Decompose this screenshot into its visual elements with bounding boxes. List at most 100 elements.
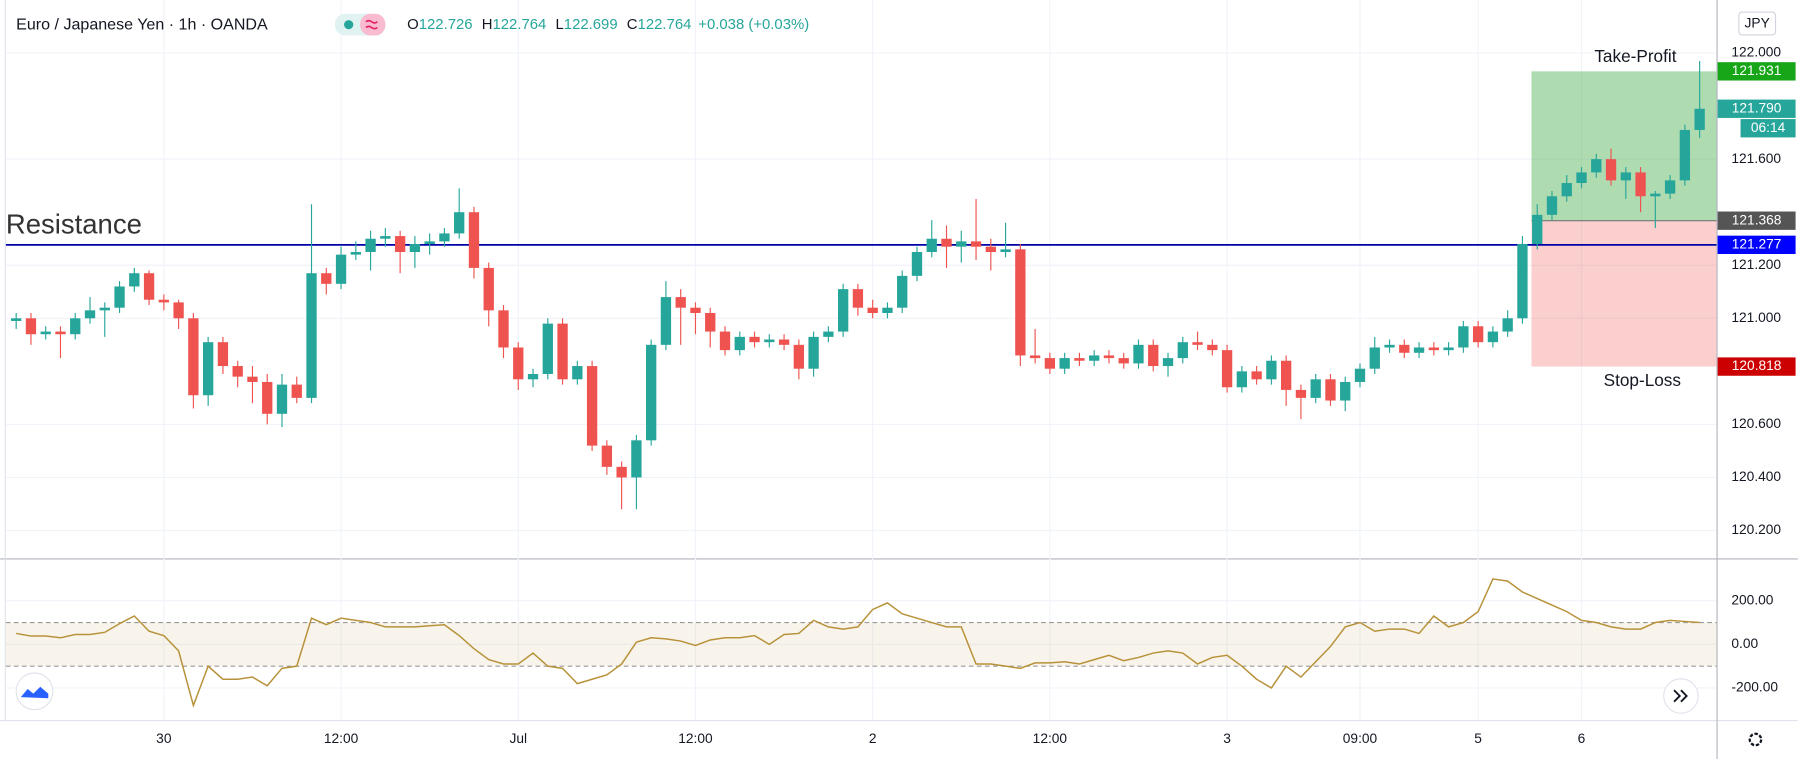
candle-body	[365, 238, 376, 252]
candle-body	[129, 273, 140, 287]
candle-body	[1664, 180, 1676, 194]
candle-body	[1399, 344, 1410, 353]
candle-body	[158, 299, 170, 303]
logo-button[interactable]	[15, 672, 54, 711]
candle-body	[1635, 172, 1646, 197]
candle-body	[1148, 344, 1159, 367]
price-tag	[1717, 357, 1796, 376]
candle-body	[1221, 350, 1233, 388]
candle-body	[114, 286, 125, 308]
candle-body	[55, 331, 66, 335]
candle-body	[1015, 249, 1026, 356]
ohlc-key: H	[482, 17, 493, 33]
price-tag-label: 121.931	[1732, 63, 1782, 78]
candle-body	[99, 307, 110, 311]
stop-loss-text: Stop-Loss	[1604, 370, 1681, 390]
currency[interactable]: JPY	[1745, 16, 1770, 31]
osc-tick-label: -200.00	[1731, 680, 1778, 695]
y-tick-label: 120.600	[1731, 416, 1781, 431]
candle-body	[778, 339, 790, 345]
candle-body	[1340, 381, 1351, 401]
candle-body	[867, 307, 878, 313]
osc-tick-label: 200.00	[1731, 592, 1773, 607]
x-tick-label: 5	[1474, 731, 1482, 746]
candle-body	[276, 384, 288, 414]
price-tag	[1717, 211, 1796, 230]
candle-body	[970, 241, 982, 247]
candle-body	[1384, 344, 1395, 348]
settings-icon[interactable]	[1748, 732, 1763, 747]
ohlc-key: O	[407, 17, 419, 33]
candle-body	[631, 440, 642, 478]
countdown: 06:14	[1751, 120, 1786, 135]
change: +0.038 (+0.03%)	[698, 17, 809, 33]
candle-body	[660, 297, 672, 345]
y-tick-label: 121.600	[1731, 151, 1781, 166]
candle-body	[719, 331, 731, 351]
ohlc-header: O122.726 H122.764 L122.699 C122.764 +0.038 (…	[407, 17, 809, 33]
candle-body	[84, 310, 96, 319]
candle-body	[247, 376, 258, 382]
candle-body	[1177, 342, 1188, 359]
candle-body	[734, 336, 745, 351]
ohlc-key: L	[556, 17, 564, 33]
ohlc-value: 122.764	[493, 17, 547, 33]
price-tag	[1717, 62, 1796, 81]
price-tag	[1717, 235, 1796, 255]
candle-body	[837, 289, 849, 332]
ohlc-key: C	[627, 17, 638, 33]
marks	[5, 61, 1717, 708]
candle-body	[202, 342, 214, 396]
candle-body	[335, 254, 347, 284]
candle-body	[926, 238, 937, 252]
candle-body	[1502, 318, 1513, 332]
candle-body	[468, 212, 480, 268]
candle-body	[1325, 379, 1336, 401]
candle-body	[498, 310, 509, 348]
candle-body	[1428, 347, 1439, 351]
candle-body	[1266, 360, 1277, 380]
ohlc-value: 122.726	[419, 17, 473, 33]
candle-body	[572, 366, 583, 380]
candle-body	[173, 302, 184, 319]
candle-body	[1561, 183, 1572, 197]
countdown-tag	[1740, 119, 1796, 138]
candle-body	[439, 233, 450, 242]
price-tag-label: 121.790	[1732, 100, 1782, 115]
candle-body	[1413, 347, 1425, 353]
osc-tick-label: 0.00	[1731, 636, 1758, 651]
x-tick-label: 3	[1223, 731, 1231, 746]
candle-body	[601, 445, 613, 467]
candle-body	[1487, 331, 1499, 343]
candle-body	[1591, 159, 1602, 173]
candle-body	[232, 366, 243, 377]
x-tick-label: 30	[156, 731, 172, 746]
candle-body	[1546, 196, 1558, 215]
candle-body	[586, 366, 598, 446]
candle-body	[1354, 368, 1366, 382]
candle-body	[1295, 389, 1307, 398]
candle-body	[808, 336, 819, 369]
take-profit-text: Take-Profit	[1594, 46, 1676, 66]
candle-body	[350, 251, 361, 255]
candle-body	[852, 289, 864, 308]
currency-box[interactable]	[1738, 11, 1777, 36]
candle-body	[409, 244, 421, 252]
candle-body	[424, 241, 435, 245]
candle-body	[1679, 129, 1691, 181]
y-tick-label: 122.000	[1731, 45, 1781, 60]
candle-body	[454, 212, 465, 234]
market-open-dot	[344, 20, 354, 30]
candle-body	[1650, 193, 1661, 197]
candle-body	[690, 307, 701, 313]
candle-body	[1192, 342, 1203, 345]
candle-body	[675, 297, 686, 308]
x-tick-label: Jul	[509, 731, 527, 746]
symbol-title: Euro / Japanese Yen · 1h · OANDA	[16, 15, 268, 33]
candle-body	[1162, 358, 1174, 367]
candle-body	[1576, 172, 1587, 184]
candle-body	[306, 273, 317, 398]
x-tick-label: 12:00	[1033, 731, 1068, 746]
